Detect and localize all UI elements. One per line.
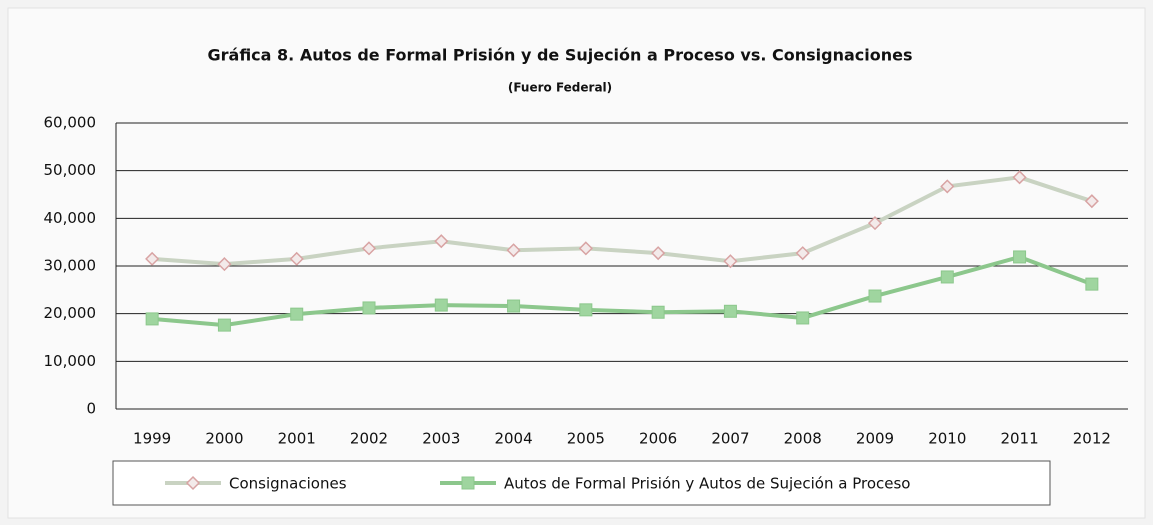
marker	[1084, 194, 1099, 209]
x-tick-label: 2006	[639, 430, 677, 448]
x-tick-label: 2009	[856, 430, 894, 448]
marker	[578, 241, 593, 256]
legend-box	[112, 460, 1051, 506]
x-tick-label: 2008	[784, 430, 822, 448]
x-tick-label: 2000	[205, 430, 243, 448]
y-tick-label: 30,000	[44, 257, 97, 275]
marker	[361, 241, 377, 256]
marker	[795, 246, 810, 261]
marker	[579, 303, 593, 317]
marker	[940, 179, 955, 194]
y-tick-label: 50,000	[44, 161, 97, 179]
marker	[217, 318, 231, 332]
marker	[362, 301, 376, 315]
marker	[868, 289, 882, 303]
marker	[289, 251, 304, 266]
marker	[434, 298, 448, 312]
y-tick-label: 20,000	[44, 304, 97, 322]
x-tick-label: 2005	[567, 430, 605, 448]
y-tick-label: 60,000	[44, 114, 97, 132]
marker	[867, 216, 883, 231]
marker	[507, 299, 521, 313]
marker	[434, 234, 449, 249]
marker	[145, 312, 159, 326]
marker	[651, 305, 665, 319]
marker	[723, 254, 738, 269]
chart-subtitle: (Fuero Federal)	[508, 81, 612, 95]
marker	[1013, 250, 1027, 264]
legend-label: Consignaciones	[229, 475, 347, 493]
y-tick-label: 0	[86, 400, 96, 418]
marker	[145, 251, 160, 266]
marker	[723, 304, 737, 318]
marker	[1085, 277, 1099, 291]
x-tick-label: 2004	[494, 430, 532, 448]
legend-label: Autos de Formal Prisión y Autos de Sujec…	[504, 475, 910, 493]
x-tick-label: 2007	[711, 430, 749, 448]
x-tick-label: 2012	[1073, 430, 1111, 448]
marker	[940, 270, 954, 284]
marker	[506, 243, 521, 258]
x-tick-label: 2003	[422, 430, 460, 448]
series-line	[151, 254, 1093, 328]
marker	[290, 307, 304, 321]
marker	[1012, 170, 1027, 185]
x-tick-label: 2001	[278, 430, 316, 448]
x-tick-label: 2010	[928, 430, 966, 448]
x-tick-label: 1999	[133, 430, 171, 448]
y-tick-label: 40,000	[44, 209, 97, 227]
marker	[185, 475, 201, 491]
x-tick-label: 2002	[350, 430, 388, 448]
marker	[217, 257, 232, 272]
chart-title: Gráfica 8. Autos de Formal Prisión y de …	[208, 46, 913, 65]
series-line	[151, 175, 1093, 267]
marker	[796, 311, 810, 325]
y-tick-label: 10,000	[44, 352, 97, 370]
marker	[651, 246, 666, 261]
marker	[461, 476, 475, 490]
x-tick-label: 2011	[1000, 430, 1038, 448]
